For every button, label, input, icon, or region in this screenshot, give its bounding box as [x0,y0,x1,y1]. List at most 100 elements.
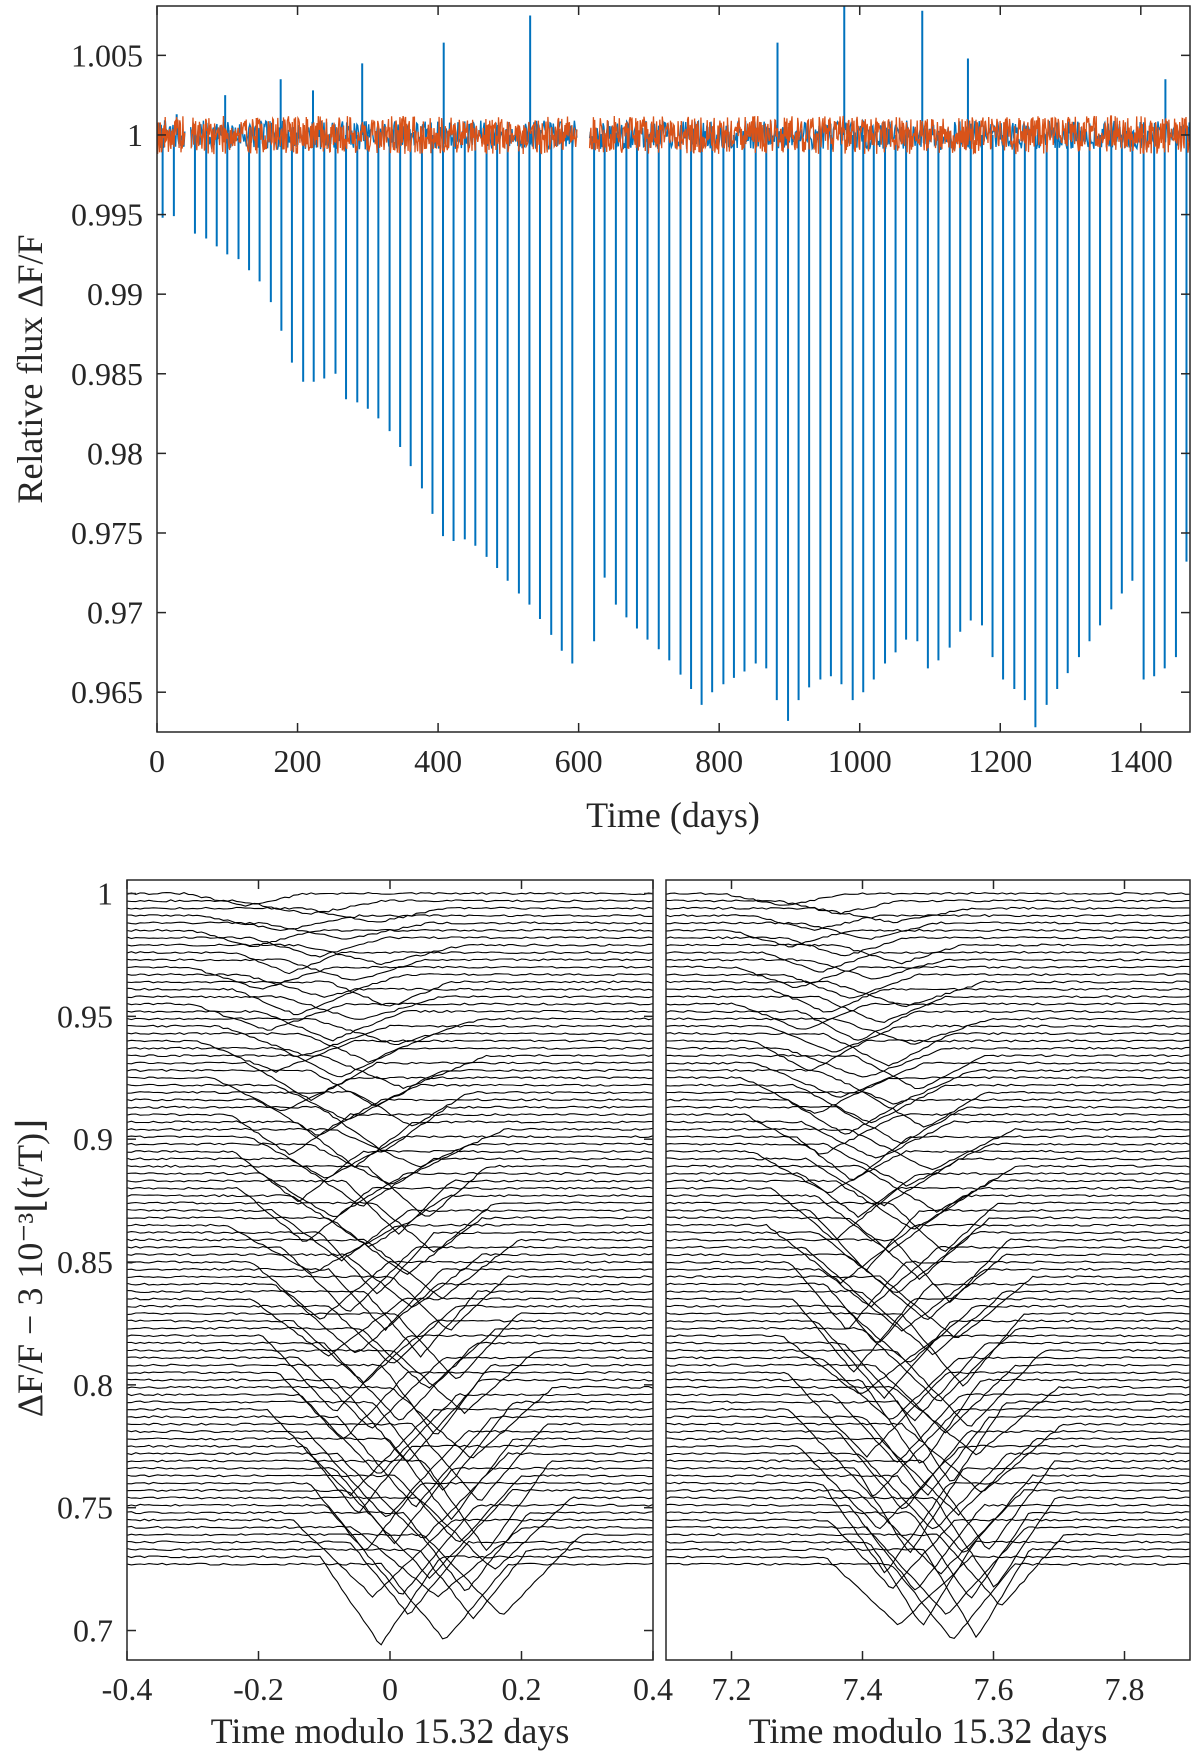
folded-transit-curve [666,950,1190,973]
orange-flux-series [588,115,1190,155]
folded-transit-curve [127,1452,653,1539]
folded-transit-curve [666,1474,1190,1553]
folded-transit-curve [666,1186,1190,1241]
folded-transit-curve [127,1090,653,1127]
folded-transit-curve [127,1105,653,1151]
folded-transit-curve [666,1282,1190,1343]
left-x-axis-label: Time modulo 15.32 days [211,1711,570,1751]
folded-transit-curve [127,1054,653,1090]
folded-transit-curve [127,1444,653,1514]
folded-transit-curve [127,1282,653,1354]
folded-transit-curve [666,943,1190,965]
folded-transit-curve [127,1407,653,1497]
x-tick-label: 7.4 [843,1671,883,1707]
folded-transit-curve [666,1164,1190,1213]
folded-transit-curve [666,1363,1190,1434]
folded-transit-curve [127,1024,653,1056]
orange-flux-series [157,116,186,155]
x-tick-label: 400 [414,743,462,779]
x-tick-label: 200 [274,743,322,779]
folded-transit-curve [666,1503,1190,1591]
folded-transit-curve [127,1466,653,1545]
folded-transit-curve [127,1231,653,1295]
folded-transit-curve [127,1437,653,1521]
folded-transit-curve [127,1120,653,1169]
folded-transit-curve [666,973,1190,999]
folded-transit-curve [666,1090,1190,1128]
y-tick-label: 0.995 [71,197,143,233]
folded-transit-curve [127,1503,653,1595]
folded-transit-curve [127,1032,653,1063]
folded-transit-curve [127,1334,653,1412]
folded-transit-curve [127,1017,653,1046]
folded-transit-curve [127,1385,653,1459]
folded-transit-curve [127,1555,653,1646]
folded-transit-curve [666,1017,1190,1045]
folded-transit-curve [127,1540,653,1615]
folded-transit-curve [127,1135,653,1179]
folded-transit-curve [666,1444,1190,1530]
folded-transit-curve [666,1105,1190,1145]
folded-transit-curve [666,1098,1190,1135]
folded-transit-curve [127,1562,653,1640]
folded-transit-curve [666,1371,1190,1458]
y-tick-label: 0.985 [71,356,143,392]
folded-transit-curve [666,987,1190,1013]
folded-transit-curve [666,1452,1190,1530]
folded-transit-curve [666,1385,1190,1456]
folded-transit-curve [127,1201,653,1253]
folded-transit-curve [127,906,653,923]
folded-transit-curve [666,1540,1190,1626]
folded-transit-curve [127,1525,653,1598]
folded-transit-curve [127,1481,653,1551]
folded-transit-curve [127,1127,653,1168]
folded-transit-curve [127,936,653,958]
folded-transit-curve [127,1422,653,1501]
y-tick-label: 0.8 [73,1367,113,1403]
folded-transit-curve [666,980,1190,1008]
y-tick-label: 0.9 [73,1121,113,1157]
folded-transit-curve [666,891,1190,906]
folded-transit-curve [127,1297,653,1357]
folded-transit-curve [127,1312,653,1380]
right-x-axis-label: Time modulo 15.32 days [749,1711,1108,1751]
folded-transit-curve [127,1371,653,1440]
y-tick-label: 0.98 [87,435,143,471]
folded-transit-curve [666,1238,1190,1304]
folded-transit-curve [127,1009,653,1042]
y-tick-label: 0.97 [87,595,143,631]
folded-transit-curve [127,1319,653,1384]
folded-transit-curve [666,1083,1190,1124]
folded-transit-curve [666,1319,1190,1400]
folded-transit-curve [127,928,653,948]
folded-transit-curve [666,1127,1190,1171]
folded-transit-curve [666,928,1190,948]
folded-transit-curve [127,1046,653,1078]
x-tick-label: 600 [555,743,603,779]
folded-transit-curve [127,980,653,1007]
folded-transit-curve [666,899,1190,915]
folded-transit-curve [666,1039,1190,1072]
y-tick-label: 1.005 [71,37,143,73]
top-y-axis-label: Relative flux ΔF/F [10,234,50,503]
folded-transit-curve [127,1216,653,1275]
folded-transit-curve [127,1113,653,1156]
folded-transit-curve [666,1172,1190,1219]
folded-transit-curve [666,914,1190,931]
folded-transit-curve [666,1289,1190,1356]
x-tick-label: 0.2 [502,1671,542,1707]
folded-transit-curve [666,1341,1190,1422]
folded-transit-curve [666,1407,1190,1498]
folded-transit-curve [127,1348,653,1415]
folded-transit-curve [666,1135,1190,1181]
folded-transit-curve [666,1260,1190,1329]
folded-transit-panel-left: -0.4 -0.2 0 0.2 0.4 0.7 0.75 0.8 0.85 0.9 0.95 1 Ti… [10,876,673,1751]
folded-transit-curve [127,987,653,1016]
y-tick-label: 1 [127,117,143,153]
folded-transit-curve [666,1120,1190,1159]
folded-transit-curve [127,1289,653,1358]
x-tick-label: 0 [149,743,165,779]
folded-transit-curve [127,1496,653,1570]
x-tick-label: -0.2 [233,1671,284,1707]
folded-transit-curve [666,1422,1190,1493]
